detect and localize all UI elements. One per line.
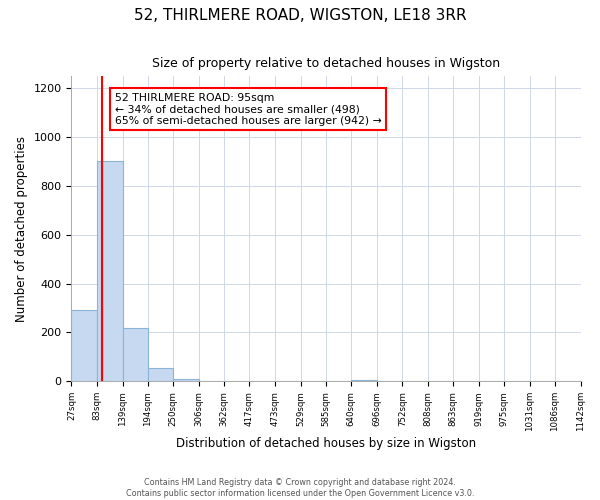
Bar: [71, 310, 97, 382]
Title: Size of property relative to detached houses in Wigston: Size of property relative to detached ho…: [152, 58, 500, 70]
X-axis label: Distribution of detached houses by size in Wigston: Distribution of detached houses by size …: [176, 437, 476, 450]
Bar: [173, 380, 199, 382]
Bar: [97, 162, 122, 382]
Text: 52, THIRLMERE ROAD, WIGSTON, LE18 3RR: 52, THIRLMERE ROAD, WIGSTON, LE18 3RR: [134, 8, 466, 22]
Bar: [122, 328, 148, 382]
Bar: [351, 380, 377, 382]
Text: Contains HM Land Registry data © Crown copyright and database right 2024.
Contai: Contains HM Land Registry data © Crown c…: [126, 478, 474, 498]
Bar: [148, 368, 173, 382]
Y-axis label: Number of detached properties: Number of detached properties: [15, 136, 28, 322]
Text: 52 THIRLMERE ROAD: 95sqm
← 34% of detached houses are smaller (498)
65% of semi-: 52 THIRLMERE ROAD: 95sqm ← 34% of detach…: [115, 92, 382, 126]
